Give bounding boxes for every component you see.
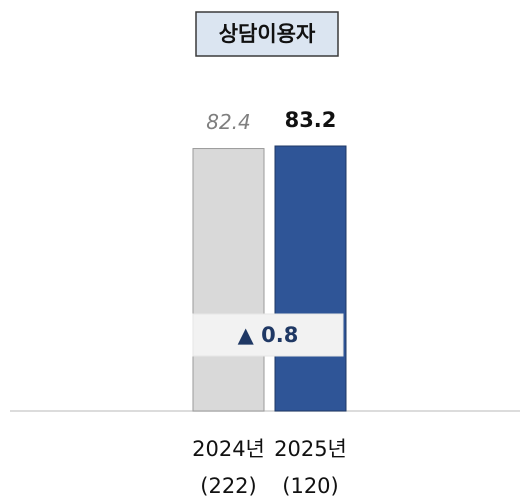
annotation-box: [192, 313, 344, 357]
bar: [274, 145, 347, 412]
count-label: (222): [200, 474, 256, 498]
count-label: (120): [282, 474, 338, 498]
x-tick-label: 2025년: [274, 437, 347, 461]
x-tick-label: 2024년: [192, 437, 265, 461]
value-label: 82.4: [206, 110, 251, 134]
chart-title: 상담이용자: [219, 22, 316, 46]
annotation: ▲ 0.8: [238, 323, 299, 347]
bar: [192, 148, 265, 412]
value-label: 83.2: [285, 108, 337, 132]
title-box: [195, 11, 339, 57]
